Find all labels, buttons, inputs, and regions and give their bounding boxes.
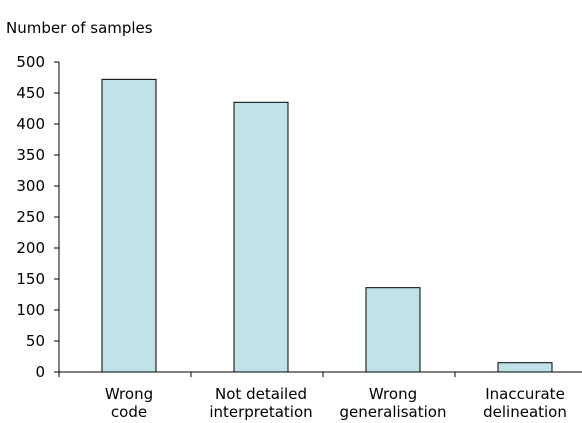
y-tick-label: 50 — [26, 332, 45, 350]
y-tick-label: 400 — [16, 115, 45, 133]
bar — [497, 362, 553, 373]
y-tick-label: 450 — [16, 84, 45, 102]
y-axis-title: Number of samples — [6, 19, 153, 37]
bar — [233, 101, 289, 373]
y-tick-label: 250 — [16, 208, 45, 226]
x-tick-label: Inaccurate delineation — [483, 385, 567, 421]
y-tick-label: 500 — [16, 53, 45, 71]
y-tick-label: 100 — [16, 301, 45, 319]
y-tick-label: 0 — [35, 363, 45, 381]
y-tick-label: 200 — [16, 239, 45, 257]
y-tick-label: 350 — [16, 146, 45, 164]
bar — [101, 78, 157, 373]
x-tick-label: Not detailed interpretation — [209, 385, 312, 421]
bar — [365, 287, 421, 373]
x-tick-label: Wrong generalisation — [340, 385, 447, 421]
y-tick-label: 300 — [16, 177, 45, 195]
plot-area: 0 50 100 150 200 250 300 350 400 450 500 Wrong code N… — [16, 53, 582, 421]
y-tick-label: 150 — [16, 270, 45, 288]
x-tick-label: Wrong code — [105, 385, 153, 421]
